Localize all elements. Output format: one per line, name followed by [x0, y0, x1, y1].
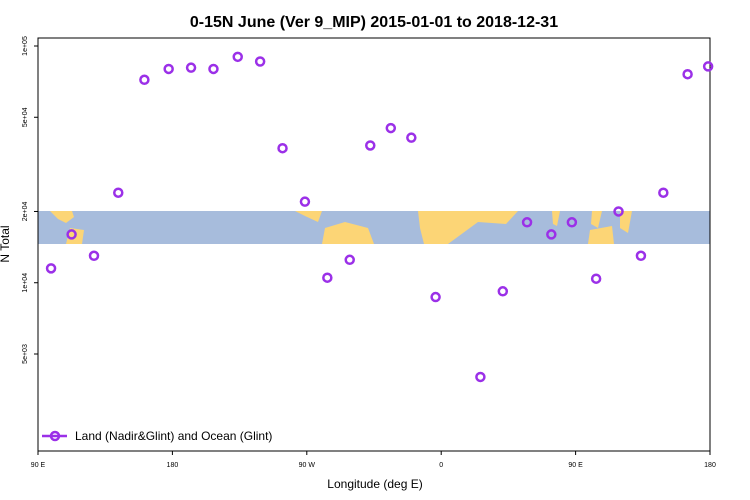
x-tick-label: 180 — [704, 462, 716, 469]
y-tick-label: 2e+04 — [22, 202, 29, 222]
y-tick-label: 1e+05 — [22, 36, 29, 56]
legend-label: Land (Nadir&Glint) and Ocean (Glint) — [75, 429, 272, 443]
data-point — [66, 229, 77, 240]
legend-marker — [49, 430, 61, 442]
data-point — [163, 63, 174, 75]
y-axis-label: N Total — [0, 225, 12, 262]
data-point — [365, 140, 376, 151]
data-point — [232, 51, 243, 63]
data-point — [497, 286, 509, 297]
x-tick-label: 90 W — [299, 462, 316, 469]
y-axis: 5e+03 1e+04 2e+04 5e+04 1e+05 — [22, 36, 38, 364]
x-tick-label: 90 E — [568, 462, 583, 469]
data-points — [45, 51, 714, 383]
data-point — [521, 217, 533, 228]
data-point — [139, 74, 150, 86]
y-tick-label: 5e+04 — [22, 107, 29, 127]
map-band — [38, 211, 710, 244]
data-point — [546, 229, 557, 240]
legend: Land (Nadir&Glint) and Ocean (Glint) — [42, 429, 272, 443]
data-point — [254, 56, 266, 67]
data-point — [406, 132, 417, 143]
x-tick-label: 90 E — [31, 462, 46, 469]
data-point — [385, 122, 397, 134]
data-point — [635, 250, 647, 262]
data-point — [185, 62, 197, 73]
x-axis-label: Longitude (deg E) — [327, 477, 422, 491]
data-point — [590, 273, 602, 284]
data-point — [277, 142, 288, 154]
data-point — [566, 217, 578, 228]
data-point — [208, 63, 219, 75]
y-tick-label: 1e+04 — [22, 273, 29, 293]
data-point — [344, 254, 355, 266]
x-tick-label: 0 — [439, 462, 443, 469]
chart-title: 0-15N June (Ver 9_MIP) 2015-01-01 to 201… — [190, 14, 558, 31]
data-point — [682, 68, 693, 80]
data-point — [322, 272, 333, 283]
x-tick-label: 180 — [167, 462, 179, 469]
y-tick-label: 5e+03 — [22, 344, 29, 364]
data-point — [702, 61, 714, 72]
data-point — [45, 263, 57, 274]
data-point — [658, 187, 669, 198]
data-point — [299, 196, 311, 207]
x-axis: 90 E 180 90 W 0 90 E 180 — [31, 451, 716, 469]
data-point — [613, 206, 624, 217]
map-band-land — [50, 211, 632, 244]
data-point — [430, 291, 441, 303]
data-point — [88, 250, 100, 262]
data-point — [475, 371, 486, 383]
data-point — [113, 187, 124, 198]
plot-frame — [37, 37, 711, 452]
